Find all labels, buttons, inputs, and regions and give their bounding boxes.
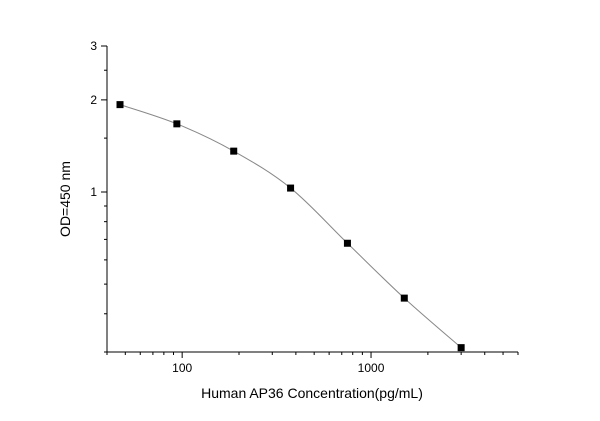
y-tick-label: 2 bbox=[90, 93, 97, 107]
x-tick-labels: 100 1000 bbox=[172, 361, 385, 375]
x-ticks bbox=[106, 352, 519, 358]
data-point-marker bbox=[457, 344, 465, 352]
data-point-marker bbox=[116, 101, 124, 109]
data-point-marker bbox=[343, 239, 351, 247]
data-point-marker bbox=[287, 184, 295, 192]
data-point-marker bbox=[400, 294, 408, 302]
y-ticks bbox=[101, 45, 107, 353]
y-tick-label: 3 bbox=[90, 39, 97, 53]
data-point-marker bbox=[230, 147, 238, 155]
axes bbox=[106, 46, 518, 353]
y-axis-title: OD=450 nm bbox=[57, 161, 73, 237]
x-tick-label: 1000 bbox=[358, 361, 385, 375]
data-points bbox=[116, 101, 465, 352]
fit-curve bbox=[119, 104, 462, 349]
y-tick-labels: 1 2 3 bbox=[90, 39, 97, 199]
data-point-marker bbox=[173, 120, 181, 128]
x-tick-label: 100 bbox=[172, 361, 192, 375]
x-axis-title: Human AP36 Concentration(pg/mL) bbox=[201, 385, 423, 401]
y-tick-label: 1 bbox=[90, 185, 97, 199]
